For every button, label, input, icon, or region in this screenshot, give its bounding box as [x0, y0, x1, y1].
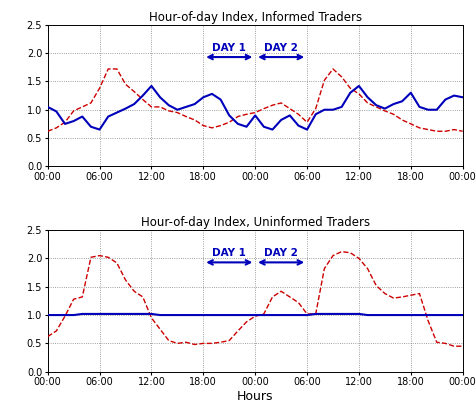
Title: Hour-of-day Index, Informed Traders: Hour-of-day Index, Informed Traders [149, 11, 361, 24]
X-axis label: Hours: Hours [237, 390, 273, 403]
Text: DAY 2: DAY 2 [264, 43, 298, 53]
Title: Hour-of-day Index, Uninformed Traders: Hour-of-day Index, Uninformed Traders [140, 216, 369, 229]
Text: DAY 1: DAY 1 [212, 43, 246, 53]
Text: DAY 1: DAY 1 [212, 249, 246, 259]
Text: DAY 2: DAY 2 [264, 249, 298, 259]
